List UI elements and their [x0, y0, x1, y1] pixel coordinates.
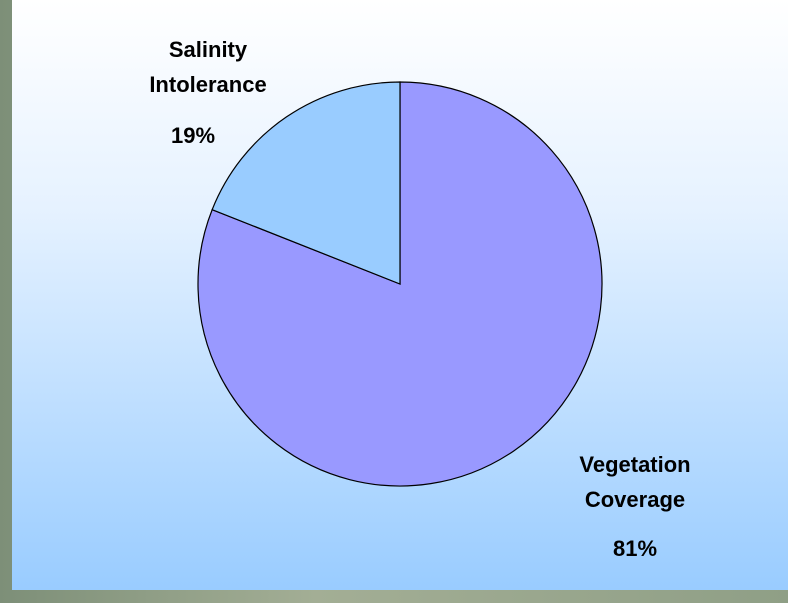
slice-value-label: 19% [170, 123, 216, 148]
pie-slice [211, 81, 401, 285]
slice-category-label: Vegetation Coverage [579, 452, 691, 512]
slice-category-label: Salinity Intolerance [149, 37, 267, 97]
slice-value-label: 81% [612, 536, 658, 561]
